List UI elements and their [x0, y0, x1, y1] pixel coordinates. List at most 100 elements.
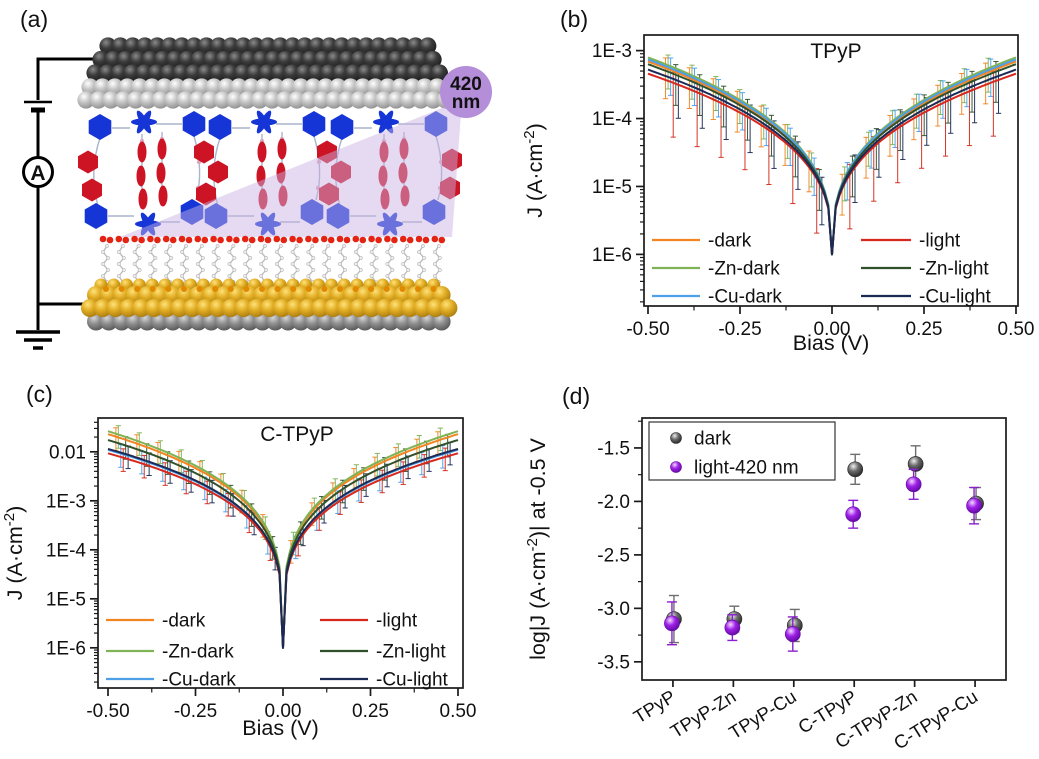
circuit-wiring	[16, 57, 108, 350]
legend-label--dark: -dark	[162, 611, 206, 632]
sulfur-atom	[149, 286, 156, 292]
legend-label--Cu-light: -Cu-light	[919, 287, 992, 308]
legend-label-dark: dark	[694, 429, 731, 450]
ammeter-label: A	[30, 162, 45, 185]
errorbars--dark	[113, 427, 441, 564]
legend-label--Zn-dark: -Zn-dark	[162, 642, 234, 663]
curve--Cu-light	[107, 447, 459, 649]
legend: dark light-420 nm	[648, 421, 836, 481]
sulfur-atom	[134, 286, 141, 292]
x-tick-label: -0.25	[718, 319, 761, 340]
sulfur-atom	[399, 286, 406, 292]
axes: 1E-3 1E-4 1E-5 1E-6 -0.50 -0.25 0.00 0.25 0.50	[592, 34, 1035, 340]
x-tick-label: -0.50	[626, 319, 669, 340]
curve--light	[647, 72, 1017, 256]
legend-label--light: -light	[376, 611, 418, 632]
panel-d-label: (d)	[562, 383, 591, 409]
sulfur-atom	[227, 286, 234, 292]
chart-title: TPyP	[810, 40, 861, 63]
sulfur-atom	[368, 286, 375, 292]
curve--Cu-light	[647, 68, 1017, 256]
x-tick-label: 0.00	[265, 701, 302, 722]
errorbars--light	[670, 71, 996, 234]
legend-label--Cu-dark: -Cu-dark	[162, 670, 236, 691]
curve--Cu-dark	[647, 58, 1017, 256]
top-electrode	[77, 37, 455, 109]
x-tick-label: 0.25	[352, 701, 389, 722]
y-tick-label: 1E-3	[46, 491, 86, 512]
y-tick-label: 1E-4	[592, 109, 633, 130]
marker-C-TPyP-Zn-light-420 nm	[905, 476, 922, 493]
y-tick-label: -2.0	[597, 492, 630, 513]
sulfur-atom	[290, 286, 297, 292]
marker-C-TPyP-Zn-dark	[907, 456, 924, 472]
jv-chart-tpyp: 1E-3 1E-4 1E-5 1E-6 -0.50 -0.25 0.00 0.25 0.50 Bi…	[521, 34, 1035, 355]
axes: 0.01 1E-3 1E-4 1E-5 1E-6 -0.50 -0.25 0.00 0.25 0.…	[46, 417, 477, 722]
curve--Zn-light	[647, 63, 1017, 256]
errorbars--Cu-dark	[668, 57, 994, 201]
sulfur-atom	[337, 286, 343, 292]
sulfur-atom	[165, 286, 172, 292]
x-tick-label: 0.50	[998, 319, 1035, 340]
light-beam	[120, 100, 462, 237]
jv-chart-ctpyp: 0.01 1E-3 1E-4 1E-5 1E-6 -0.50 -0.25 0.00 0.25 0.…	[1, 417, 477, 740]
marker-C-TPyP-Cu-light-420 nm	[966, 497, 982, 514]
sulfur-atom	[259, 286, 265, 292]
errorbars--Cu-light	[675, 65, 1002, 226]
panel-a-device-schematic: (a) A 420 nm	[0, 0, 520, 375]
y-tick-label: 1E-5	[46, 589, 86, 610]
x-axis-label: Bias (V)	[242, 716, 318, 740]
legend: -dark -Zn-dark -Cu-dark -light -Zn-light -Cu-…	[652, 231, 992, 308]
legend: -dark -Zn-dark -Cu-dark -light -Zn-light -Cu-…	[106, 611, 449, 691]
series-light-420 nm	[664, 468, 982, 652]
sulfur-atom	[196, 286, 203, 292]
sulfur-atom	[103, 286, 109, 292]
y-tick-label: -3.5	[597, 652, 630, 673]
sulfur-atom	[118, 286, 125, 292]
y-tick-label: 0.01	[49, 442, 86, 463]
wavelength-value: 420	[450, 74, 482, 95]
marker-TPyP-Zn-light-420 nm	[724, 619, 741, 636]
errorbars--Zn-light	[673, 61, 999, 211]
legend-label--Cu-dark: -Cu-dark	[708, 287, 782, 308]
marker-TPyP-Cu-light-420 nm	[784, 626, 801, 642]
porphyrin-molecular-layer	[78, 110, 462, 236]
y-tick-label: 1E-3	[592, 41, 632, 62]
panel-c-label: (c)	[26, 381, 53, 407]
marker-TPyP-light-420 nm	[664, 615, 680, 632]
y-axis-label: J (A·cm-2)	[1, 506, 27, 601]
y-tick-label: 1E-4	[46, 540, 87, 561]
y-axis-label: J (A·cm-2)	[521, 123, 547, 218]
legend-marker-dark	[670, 432, 682, 444]
sulfur-atom	[243, 286, 250, 292]
panel-c-jv-chart-ctpyp: (c) 0.01 1E-3 1E-4 1E-5 1E-6 -0.50 -0.25 0.00 0.…	[0, 375, 520, 759]
legend-label-light-420 nm: light-420 nm	[694, 458, 799, 479]
marker-C-TPyP-light-420 nm	[845, 506, 862, 523]
x-category-label: TPyP-Cu	[725, 686, 800, 744]
logj-scatter-chart: -1.5-2.0-2.5-3.0-3.5TPyPTPyP-ZnTPyP-CuC-…	[524, 417, 1007, 754]
y-axis-label: log|J (A·cm-2)| at -0.5 V	[524, 437, 550, 659]
sulfur-atom	[305, 286, 312, 292]
legend-label--Zn-dark: -Zn-dark	[708, 259, 780, 280]
chart-title: C-TPyP	[260, 423, 334, 446]
sulfur-atom	[415, 286, 421, 292]
legend-marker-light-420 nm	[670, 461, 682, 473]
wavelength-unit: nm	[452, 92, 481, 113]
bottom-gold-electrode	[81, 278, 458, 331]
x-category-label: TPyP-Zn	[666, 686, 739, 742]
errorbars--Zn-dark	[665, 54, 991, 202]
sulfur-atom	[274, 286, 281, 292]
x-axis-label: Bias (V)	[793, 331, 869, 355]
y-tick-label: -2.5	[597, 545, 630, 566]
panel-b-label: (b)	[560, 6, 589, 32]
legend-label--dark: -dark	[708, 231, 752, 252]
sulfur-atom	[181, 286, 187, 292]
y-tick-label: -3.0	[597, 599, 630, 620]
sulfur-atom	[321, 286, 328, 292]
panel-a-label: (a)	[20, 6, 49, 32]
x-tick-label: 0.50	[440, 701, 477, 722]
y-tick-label: 1E-6	[592, 245, 632, 266]
